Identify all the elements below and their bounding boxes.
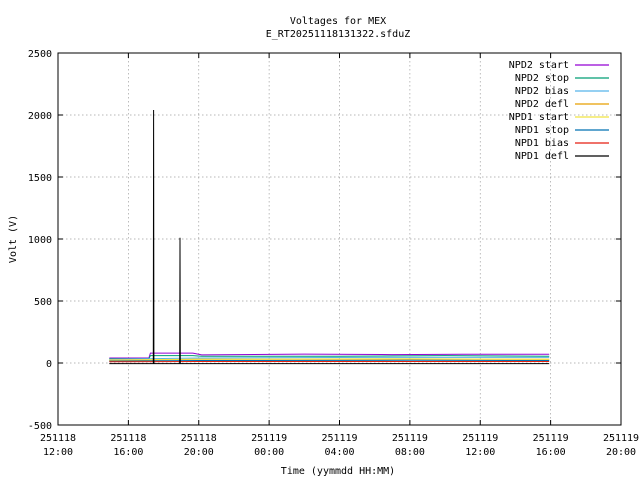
x-tick-time: 16:00	[113, 447, 143, 458]
x-tick-date: 251118	[40, 433, 76, 444]
series-line-6	[109, 359, 550, 362]
legend-label: NPD2 stop	[515, 73, 569, 84]
x-tick-date: 251118	[181, 433, 217, 444]
y-tick-label: 2500	[28, 49, 52, 60]
x-tick-time: 08:00	[395, 447, 425, 458]
series-lines	[109, 109, 550, 365]
x-tick-time: 20:00	[184, 447, 214, 458]
y-tick-label: 2000	[28, 111, 52, 122]
legend: NPD2 start NPD2 stop NPD2 bias NPD2 defl NPD…	[509, 60, 609, 162]
legend-label: NPD1 bias	[515, 138, 569, 149]
y-tick-label: -500	[28, 421, 52, 432]
x-tick-time: 12:00	[465, 447, 495, 458]
x-tick-date: 251119	[603, 433, 639, 444]
legend-label: NPD2 defl	[515, 99, 569, 110]
legend-label: NPD2 bias	[515, 86, 569, 97]
x-tick-date: 251119	[251, 433, 287, 444]
y-tick-label: 1000	[28, 235, 52, 246]
x-tick-time: 00:00	[254, 447, 284, 458]
x-tick-date: 251119	[462, 433, 498, 444]
x-tick-time: 04:00	[324, 447, 354, 458]
x-tick-date: 251119	[321, 433, 357, 444]
x-tick-time: 20:00	[606, 447, 636, 458]
chart-title: Voltages for MEX	[290, 16, 386, 27]
y-axis-label: Volt (V)	[8, 215, 19, 263]
axis-ticks: -500 0 500 1000 1500 2000 2500 251118 12:00 25111…	[28, 49, 639, 458]
series-line-8	[109, 109, 550, 365]
chart-subtitle: E_RT20251118131322.sfduZ	[266, 29, 411, 40]
y-tick-label: 1500	[28, 173, 52, 184]
x-tick-date: 251119	[392, 433, 428, 444]
series-line-1	[109, 352, 550, 359]
x-tick-date: 251119	[533, 433, 569, 444]
legend-label: NPD1 stop	[515, 125, 569, 136]
legend-label: NPD2 start	[509, 60, 569, 71]
x-tick-time: 16:00	[536, 447, 566, 458]
x-tick-time: 12:00	[43, 447, 73, 458]
series-line-2	[109, 355, 550, 360]
grid-lines	[58, 53, 621, 425]
legend-label: NPD1 start	[509, 112, 569, 123]
y-tick-label: 500	[34, 297, 52, 308]
legend-label: NPD1 defl	[515, 151, 569, 162]
x-axis-label: Time (yymmdd HH:MM)	[281, 466, 395, 477]
y-tick-label: 0	[46, 359, 52, 370]
x-tick-date: 251118	[110, 433, 146, 444]
